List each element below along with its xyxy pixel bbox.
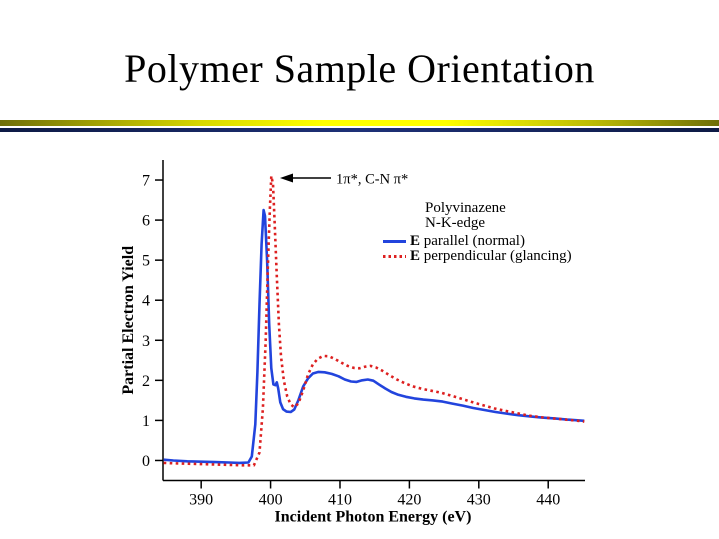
legend-sample-name: Polyvinazene <box>425 200 506 216</box>
peak-annotation-label: 1π*, C-N π* <box>336 172 408 188</box>
slide-title: Polymer Sample Orientation <box>124 46 595 91</box>
legend-entry-perpendicular-label: E perpendicular (glancing) <box>410 248 572 264</box>
x-tick-label: 430 <box>467 492 491 509</box>
legend-entry-perpendicular: E perpendicular (glancing) <box>383 249 572 264</box>
legend-bold-e-parallel: E <box>410 233 421 249</box>
y-axis-title: Partial Electron Yield <box>120 246 137 395</box>
x-axis-title: Incident Photon Energy (eV) <box>275 509 472 526</box>
x-tick-label: 410 <box>328 492 352 509</box>
y-tick-label: 7 <box>142 173 150 190</box>
legend-line-sample-solid <box>383 240 406 243</box>
y-tick-label: 0 <box>142 453 150 470</box>
series-perpendicular <box>163 174 585 467</box>
x-tick-label: 440 <box>536 492 560 509</box>
legend-entry-parallel-label: E parallel (normal) <box>410 233 525 249</box>
y-tick-label: 6 <box>142 213 150 230</box>
legend-line-sample-dotted <box>383 255 406 258</box>
legend-bold-e-perpendicular: E <box>410 248 421 264</box>
legend-entry-parallel: E parallel (normal) <box>383 234 525 249</box>
y-tick-label: 5 <box>142 253 150 270</box>
divider-navy <box>0 128 719 132</box>
x-tick-label: 420 <box>397 492 421 509</box>
y-tick-label: 3 <box>142 333 150 350</box>
divider-gold <box>0 120 719 126</box>
y-tick-label: 2 <box>142 373 150 390</box>
series-parallel <box>163 208 585 465</box>
y-tick-label: 1 <box>142 413 150 430</box>
y-tick-label: 4 <box>142 293 150 310</box>
x-tick-label: 390 <box>189 492 213 509</box>
annotation-arrowhead-icon <box>280 173 293 183</box>
x-tick-label: 400 <box>259 492 283 509</box>
legend-edge-name: N-K-edge <box>425 215 485 231</box>
